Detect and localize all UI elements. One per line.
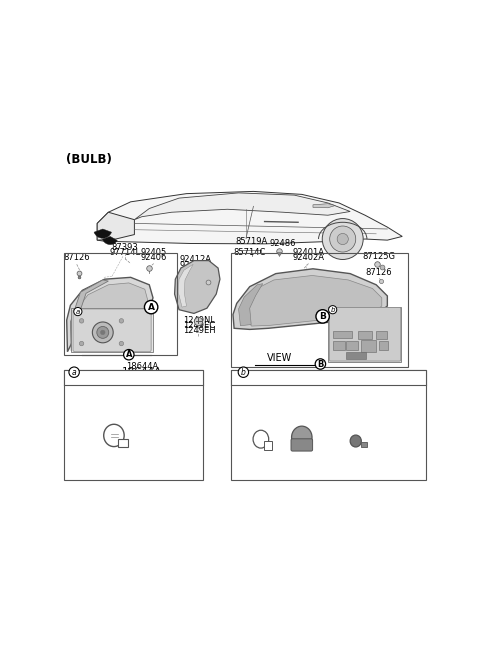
- Circle shape: [69, 367, 79, 377]
- Circle shape: [238, 367, 249, 377]
- Polygon shape: [97, 213, 134, 240]
- Text: 18643D: 18643D: [345, 422, 378, 432]
- Circle shape: [100, 330, 105, 335]
- Bar: [118, 439, 128, 447]
- Bar: [264, 441, 273, 449]
- Circle shape: [74, 308, 82, 316]
- Text: 85719A: 85719A: [236, 237, 268, 247]
- Text: a: a: [72, 368, 76, 377]
- Text: 1249NL: 1249NL: [183, 316, 216, 325]
- Text: 97714L: 97714L: [109, 248, 141, 257]
- Text: 87393: 87393: [112, 243, 138, 252]
- Circle shape: [329, 306, 337, 314]
- FancyBboxPatch shape: [334, 331, 352, 338]
- Text: 92402A: 92402A: [292, 253, 324, 262]
- Polygon shape: [233, 269, 387, 329]
- Polygon shape: [67, 277, 153, 352]
- FancyBboxPatch shape: [358, 331, 372, 338]
- Text: 1249EH: 1249EH: [183, 326, 216, 335]
- Text: 92405: 92405: [141, 248, 167, 257]
- Text: 92486: 92486: [269, 239, 296, 248]
- Text: 85714C: 85714C: [234, 248, 266, 257]
- Circle shape: [97, 327, 109, 338]
- Polygon shape: [239, 283, 263, 325]
- Ellipse shape: [350, 435, 361, 447]
- Polygon shape: [241, 276, 382, 326]
- FancyBboxPatch shape: [64, 371, 203, 385]
- Text: b: b: [241, 368, 246, 377]
- Circle shape: [124, 350, 134, 360]
- Text: VIEW: VIEW: [267, 354, 292, 363]
- Text: B: B: [317, 359, 324, 369]
- Text: 18644A: 18644A: [122, 367, 162, 377]
- Polygon shape: [71, 280, 108, 350]
- Circle shape: [79, 341, 84, 346]
- Text: VIEW: VIEW: [96, 343, 121, 353]
- Text: 87126: 87126: [366, 268, 393, 277]
- Polygon shape: [175, 260, 220, 314]
- Polygon shape: [313, 203, 335, 208]
- FancyBboxPatch shape: [328, 307, 401, 362]
- FancyBboxPatch shape: [379, 340, 388, 350]
- FancyBboxPatch shape: [64, 371, 203, 480]
- Text: 18644E: 18644E: [250, 435, 282, 443]
- Ellipse shape: [253, 430, 269, 448]
- Text: 87125G: 87125G: [363, 252, 396, 260]
- FancyBboxPatch shape: [329, 308, 401, 361]
- Circle shape: [119, 341, 124, 346]
- Text: A: A: [148, 302, 155, 312]
- Bar: [361, 442, 367, 447]
- Ellipse shape: [104, 424, 124, 447]
- Circle shape: [144, 300, 158, 314]
- Text: 87126: 87126: [63, 253, 90, 262]
- Circle shape: [92, 322, 113, 343]
- FancyBboxPatch shape: [73, 309, 151, 352]
- Bar: [346, 352, 366, 359]
- Text: a: a: [76, 308, 80, 315]
- Circle shape: [330, 226, 356, 252]
- FancyBboxPatch shape: [291, 439, 312, 451]
- Circle shape: [315, 359, 325, 369]
- Text: (BULB): (BULB): [66, 153, 111, 166]
- Polygon shape: [178, 264, 193, 307]
- Text: 92450A: 92450A: [291, 426, 324, 436]
- Text: 92406: 92406: [141, 253, 167, 262]
- Circle shape: [119, 319, 124, 323]
- FancyBboxPatch shape: [376, 331, 387, 338]
- Text: 82423A: 82423A: [184, 266, 217, 276]
- FancyBboxPatch shape: [347, 340, 358, 350]
- Wedge shape: [103, 236, 117, 245]
- Text: 92401A: 92401A: [292, 248, 324, 257]
- FancyBboxPatch shape: [231, 371, 426, 480]
- Text: A: A: [126, 350, 132, 359]
- Text: B: B: [319, 312, 326, 321]
- FancyBboxPatch shape: [361, 340, 376, 352]
- FancyBboxPatch shape: [71, 308, 153, 352]
- Text: 1249EC: 1249EC: [183, 321, 216, 330]
- Text: 92412A: 92412A: [180, 255, 212, 264]
- Polygon shape: [134, 193, 350, 220]
- Wedge shape: [94, 229, 111, 238]
- FancyBboxPatch shape: [334, 340, 345, 350]
- Circle shape: [322, 218, 363, 260]
- Text: 18644A: 18644A: [126, 361, 158, 371]
- Circle shape: [337, 234, 348, 245]
- Circle shape: [79, 319, 84, 323]
- Polygon shape: [97, 192, 402, 244]
- Text: b: b: [330, 307, 335, 313]
- FancyBboxPatch shape: [231, 371, 426, 385]
- Circle shape: [316, 310, 329, 323]
- Ellipse shape: [291, 426, 312, 449]
- Text: 92422A: 92422A: [180, 260, 212, 270]
- Polygon shape: [74, 283, 148, 347]
